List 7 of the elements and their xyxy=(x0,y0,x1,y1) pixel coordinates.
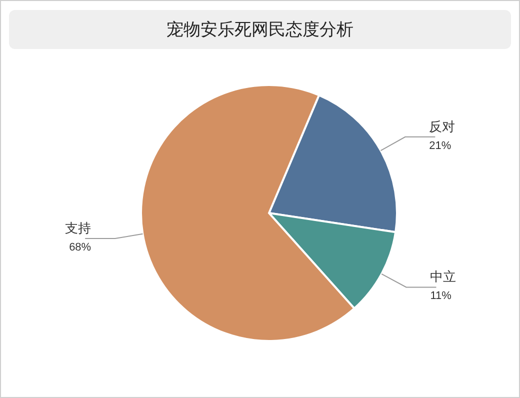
slice-label: 支持 xyxy=(65,221,92,236)
data-label: 21% xyxy=(429,140,452,152)
chart-title: 宠物安乐死网民态度分析 xyxy=(9,10,511,49)
data-label: 11% xyxy=(430,290,452,302)
slice-label: 中立 xyxy=(430,269,456,286)
slice-label: 反对 xyxy=(429,120,456,135)
data-label: 68% xyxy=(69,241,92,254)
